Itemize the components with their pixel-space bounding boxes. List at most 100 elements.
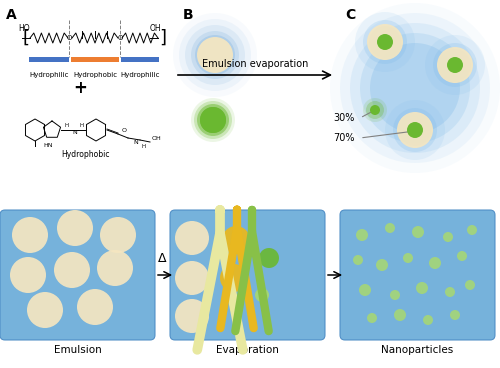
Circle shape: [54, 252, 90, 288]
Circle shape: [412, 226, 424, 238]
Circle shape: [197, 104, 229, 136]
Text: H: H: [142, 144, 146, 149]
Circle shape: [194, 101, 232, 139]
Circle shape: [191, 98, 235, 142]
Circle shape: [394, 309, 406, 321]
Circle shape: [340, 13, 490, 163]
Circle shape: [200, 107, 226, 133]
Circle shape: [350, 23, 480, 153]
Circle shape: [175, 299, 209, 333]
Circle shape: [445, 287, 455, 297]
Text: N: N: [72, 130, 78, 135]
Circle shape: [366, 101, 384, 119]
Circle shape: [220, 264, 248, 292]
Circle shape: [191, 31, 239, 79]
Circle shape: [423, 315, 433, 325]
Text: Δ: Δ: [158, 252, 167, 265]
Circle shape: [407, 122, 423, 138]
Circle shape: [330, 3, 500, 173]
Circle shape: [359, 284, 371, 296]
Text: OH: OH: [152, 136, 162, 141]
Circle shape: [429, 257, 441, 269]
Circle shape: [443, 232, 453, 242]
Text: Hydrophobic: Hydrophobic: [73, 72, 117, 78]
Circle shape: [197, 37, 233, 73]
Circle shape: [57, 210, 93, 246]
Circle shape: [447, 57, 463, 73]
Circle shape: [175, 221, 209, 255]
Circle shape: [97, 250, 133, 286]
Circle shape: [385, 100, 445, 160]
Circle shape: [399, 114, 431, 146]
Circle shape: [173, 13, 257, 97]
Text: HO: HO: [18, 24, 30, 33]
Circle shape: [439, 49, 471, 81]
Circle shape: [367, 313, 377, 323]
Circle shape: [360, 33, 470, 143]
Circle shape: [376, 259, 388, 271]
Circle shape: [425, 35, 485, 95]
Circle shape: [416, 282, 428, 294]
Circle shape: [457, 251, 467, 261]
Text: Hydrophilic: Hydrophilic: [120, 72, 160, 78]
Circle shape: [222, 226, 250, 254]
Circle shape: [179, 19, 251, 91]
Text: O: O: [66, 35, 71, 41]
Circle shape: [10, 257, 46, 293]
Circle shape: [195, 35, 235, 75]
Text: O: O: [122, 128, 126, 133]
Circle shape: [363, 20, 407, 64]
Text: B: B: [183, 8, 194, 22]
Circle shape: [465, 280, 475, 290]
Circle shape: [185, 25, 245, 85]
Circle shape: [390, 290, 400, 300]
Circle shape: [356, 229, 368, 241]
Circle shape: [77, 289, 113, 325]
Circle shape: [200, 107, 226, 133]
Text: Hydrophilic: Hydrophilic: [29, 72, 69, 78]
Circle shape: [353, 255, 363, 265]
Circle shape: [175, 261, 209, 295]
Circle shape: [433, 43, 477, 87]
Circle shape: [255, 288, 269, 302]
Text: C: C: [345, 8, 355, 22]
Text: Evaporation: Evaporation: [216, 345, 279, 355]
Circle shape: [355, 12, 415, 72]
Text: Emulsion: Emulsion: [54, 345, 102, 355]
Circle shape: [437, 47, 473, 83]
Circle shape: [27, 292, 63, 328]
Bar: [71, 57, 119, 62]
Text: O: O: [118, 35, 122, 41]
Text: 70%: 70%: [334, 133, 355, 143]
Text: +: +: [73, 79, 87, 97]
Circle shape: [370, 105, 380, 115]
Circle shape: [385, 223, 395, 233]
Circle shape: [393, 108, 437, 152]
Circle shape: [403, 253, 413, 263]
Text: HN: HN: [44, 143, 53, 148]
Text: H: H: [65, 123, 69, 128]
Text: A: A: [6, 8, 17, 22]
Text: ]: ]: [160, 29, 166, 47]
Circle shape: [397, 112, 433, 148]
Circle shape: [259, 248, 279, 268]
Circle shape: [450, 310, 460, 320]
Text: [: [: [22, 29, 30, 47]
Text: OH: OH: [150, 24, 162, 33]
Circle shape: [467, 225, 477, 235]
FancyBboxPatch shape: [0, 210, 155, 340]
Text: Nanoparticles: Nanoparticles: [382, 345, 454, 355]
Text: H: H: [80, 123, 84, 128]
Circle shape: [363, 98, 387, 122]
FancyBboxPatch shape: [170, 210, 325, 340]
FancyBboxPatch shape: [340, 210, 495, 340]
Bar: [121, 57, 159, 62]
Circle shape: [377, 34, 393, 50]
Circle shape: [12, 217, 48, 253]
Circle shape: [369, 26, 401, 58]
Text: N: N: [134, 140, 138, 145]
Text: 30%: 30%: [334, 113, 355, 123]
Text: Hydrophobic: Hydrophobic: [61, 150, 109, 159]
Circle shape: [367, 24, 403, 60]
Circle shape: [100, 217, 136, 253]
